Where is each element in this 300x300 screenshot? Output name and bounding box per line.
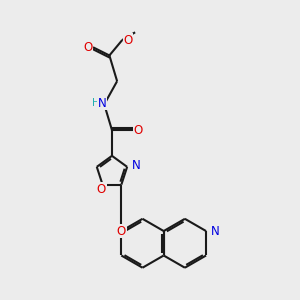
Text: O: O: [97, 183, 106, 196]
Text: O: O: [134, 124, 143, 136]
Text: N: N: [132, 159, 141, 172]
Text: O: O: [84, 41, 93, 54]
Text: H: H: [92, 98, 100, 108]
Text: N: N: [98, 97, 106, 110]
Text: O: O: [117, 224, 126, 238]
Text: O: O: [123, 34, 133, 46]
Text: N: N: [211, 224, 219, 238]
